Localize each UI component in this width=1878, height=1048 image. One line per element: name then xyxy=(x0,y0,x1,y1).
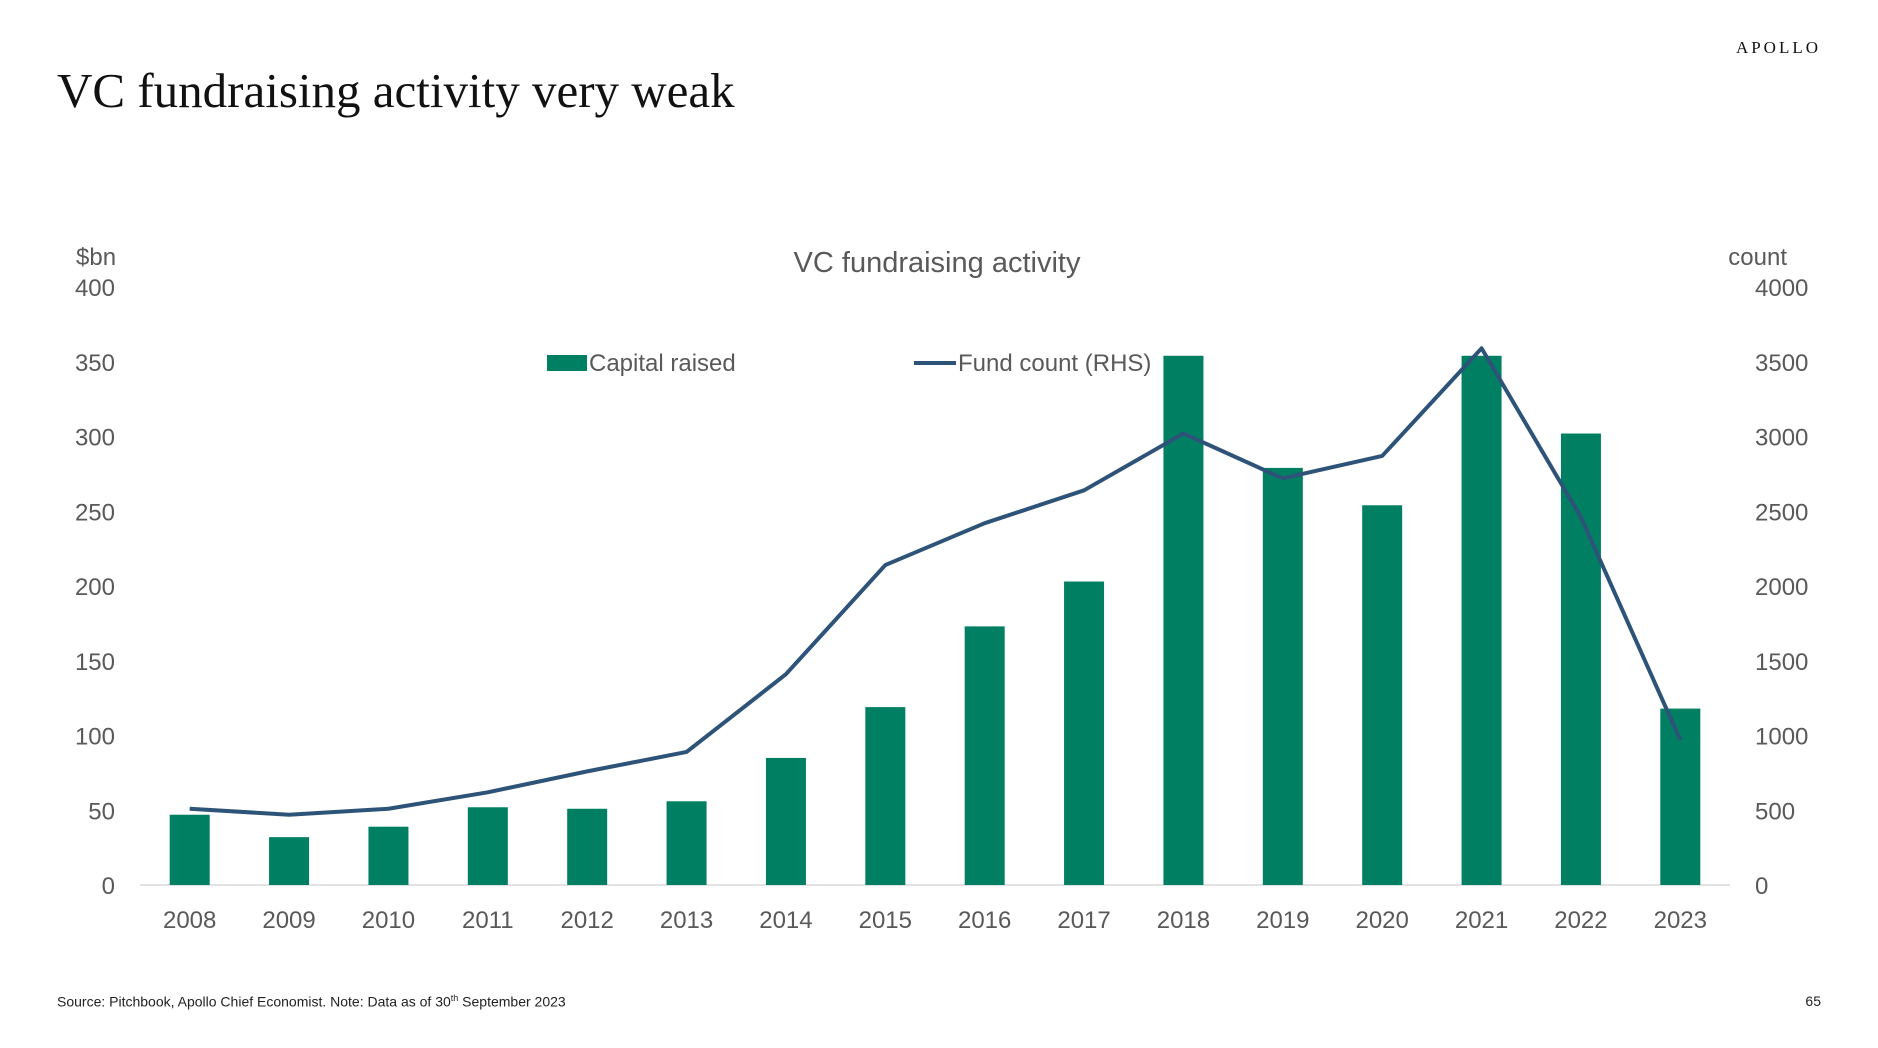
y-right-tick-label: 4000 xyxy=(1755,275,1808,302)
legend-label-fund-count: Fund count (RHS) xyxy=(958,350,1151,377)
line-fund-count xyxy=(189,346,1683,817)
x-tick-label: 2022 xyxy=(1554,907,1607,934)
bar-capital-raised xyxy=(169,814,210,885)
bar-capital-raised xyxy=(666,801,707,885)
y-right-tick-label: 3500 xyxy=(1755,350,1808,377)
bar-capital-raised xyxy=(1262,467,1303,885)
x-tick-label: 2010 xyxy=(362,907,415,934)
y-left-tick-label: 400 xyxy=(75,275,115,302)
bar-capital-raised xyxy=(1560,433,1601,885)
page-title: VC fundraising activity very weak xyxy=(57,63,735,118)
y-right-tick-label: 500 xyxy=(1755,798,1795,825)
x-tick-label: 2015 xyxy=(859,907,912,934)
x-tick-label: 2008 xyxy=(163,907,216,934)
y-right-axis-label: count xyxy=(1728,244,1787,271)
x-tick-label: 2016 xyxy=(958,907,1011,934)
y-left-tick-label: 100 xyxy=(75,724,115,751)
footnote-superscript: th xyxy=(450,993,459,1003)
bar-capital-raised xyxy=(865,707,906,885)
bar-capital-raised xyxy=(765,757,806,885)
y-right-tick-label: 1500 xyxy=(1755,649,1808,676)
chart-title: VC fundraising activity xyxy=(794,247,1081,279)
footnote-text-end: September 2023 xyxy=(458,993,566,1010)
x-tick-label: 2011 xyxy=(462,907,514,934)
bar-capital-raised xyxy=(1163,355,1204,885)
legend-swatch-capital-raised xyxy=(547,355,587,371)
y-left-tick-label: 150 xyxy=(75,649,115,676)
y-right-tick-label: 2000 xyxy=(1755,574,1808,601)
x-tick-label: 2023 xyxy=(1654,907,1707,934)
footnote-text: Source: Pitchbook, Apollo Chief Economis… xyxy=(57,993,451,1010)
bar-capital-raised xyxy=(269,837,310,885)
x-tick-label: 2020 xyxy=(1355,907,1408,934)
x-tick-label: 2021 xyxy=(1455,907,1508,934)
page-number: 65 xyxy=(1805,993,1821,1009)
chart-container: VC fundraising activity $bn count 0 50 100 150… xyxy=(0,230,1878,950)
y-left-tick-label: 250 xyxy=(75,499,115,526)
y-left-tick-label: 50 xyxy=(88,798,115,825)
x-tick-label: 2019 xyxy=(1256,907,1309,934)
bar-capital-raised xyxy=(1362,505,1403,885)
x-tick-label: 2018 xyxy=(1157,907,1210,934)
source-footnote: Source: Pitchbook, Apollo Chief Economis… xyxy=(57,993,566,1010)
bar-capital-raised xyxy=(1064,581,1105,885)
y-left-tick-label: 0 xyxy=(102,873,115,900)
bar-capital-raised xyxy=(567,808,608,885)
y-right-tick-label: 3000 xyxy=(1755,425,1808,452)
bar-capital-raised xyxy=(964,626,1005,885)
x-tick-label: 2012 xyxy=(560,907,613,934)
bar-capital-raised xyxy=(368,826,409,885)
x-tick-label: 2017 xyxy=(1057,907,1110,934)
combo-chart: VC fundraising activity $bn count 0 50 100 150… xyxy=(75,244,1808,934)
y-right-tick-label: 2500 xyxy=(1755,499,1808,526)
bar-capital-raised xyxy=(467,807,508,885)
y-right-tick-label: 0 xyxy=(1755,873,1768,900)
x-tick-label: 2009 xyxy=(262,907,315,934)
y-left-axis-label: $bn xyxy=(76,244,116,271)
bar-capital-raised xyxy=(1660,708,1701,885)
y-left-tick-label: 350 xyxy=(75,350,115,377)
y-right-tick-label: 1000 xyxy=(1755,724,1808,751)
x-tick-label: 2013 xyxy=(660,907,713,934)
y-left-tick-label: 300 xyxy=(75,425,115,452)
legend-label-capital-raised: Capital raised xyxy=(589,350,736,377)
company-logo: APOLLO xyxy=(1735,38,1821,57)
bar-capital-raised xyxy=(1461,355,1502,885)
x-tick-label: 2014 xyxy=(759,907,812,934)
y-left-tick-label: 200 xyxy=(75,574,115,601)
